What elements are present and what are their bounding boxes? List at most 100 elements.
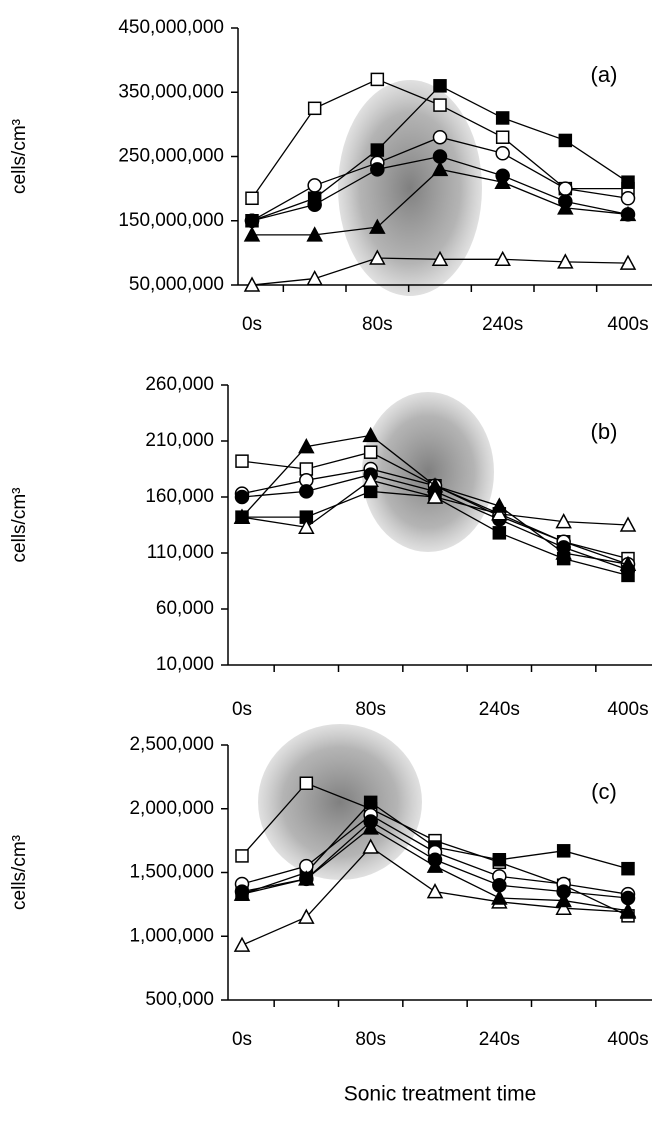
marker — [619, 902, 637, 918]
marker — [243, 276, 261, 292]
marker — [431, 160, 449, 177]
y-tick-label: 160,000 — [145, 486, 214, 507]
marker — [619, 555, 637, 571]
marker — [426, 857, 444, 873]
marker — [491, 505, 508, 521]
marker — [555, 513, 572, 529]
panel-label: (c) — [591, 779, 617, 804]
y-tick-label: 50,000,000 — [129, 274, 224, 295]
y-tick-label: 60,000 — [156, 598, 214, 619]
marker — [234, 489, 250, 505]
marker — [370, 162, 385, 177]
y-tick-label: 2,000,000 — [129, 798, 214, 819]
x-tick-label: 80s — [355, 699, 386, 720]
x-tick-label: 400s — [607, 314, 648, 335]
marker — [555, 899, 572, 915]
marker — [369, 218, 386, 234]
marker — [619, 516, 637, 532]
marker — [555, 544, 572, 560]
marker — [245, 191, 259, 206]
marker — [235, 454, 249, 468]
y-tick-label: 210,000 — [145, 430, 214, 451]
marker — [298, 870, 315, 886]
y-axis-label: cells/cm³ — [9, 835, 30, 910]
y-axis-label: cells/cm³ — [9, 119, 30, 194]
marker — [491, 497, 508, 513]
marker — [307, 197, 322, 212]
y-tick-label: 110,000 — [147, 542, 214, 563]
marker — [494, 250, 511, 267]
marker — [362, 471, 379, 487]
marker — [363, 484, 378, 499]
marker — [432, 129, 448, 145]
marker — [362, 426, 379, 443]
marker — [233, 936, 251, 952]
marker — [235, 849, 249, 863]
marker — [433, 98, 447, 112]
marker — [363, 795, 378, 810]
marker — [558, 181, 573, 196]
shaded-region — [258, 724, 422, 880]
marker — [621, 175, 635, 189]
y-axis-label: cells/cm³ — [9, 488, 30, 563]
marker — [619, 254, 637, 270]
marker — [362, 838, 379, 854]
marker — [298, 908, 315, 924]
marker — [433, 79, 447, 93]
marker — [307, 178, 322, 193]
marker — [233, 508, 251, 524]
marker — [495, 146, 510, 161]
marker — [558, 133, 573, 148]
marker — [556, 844, 571, 858]
marker — [491, 889, 508, 905]
y-tick-label: 150,000,000 — [118, 210, 224, 231]
marker — [299, 776, 314, 790]
marker — [426, 488, 444, 504]
marker — [306, 269, 323, 286]
marker — [362, 819, 379, 835]
y-tick-label: 250,000,000 — [118, 146, 224, 167]
marker — [299, 484, 314, 499]
marker — [244, 213, 260, 228]
marker — [369, 249, 386, 265]
panel-label: (a) — [591, 62, 618, 87]
marker — [363, 445, 378, 459]
x-tick-label: 240s — [479, 1029, 520, 1050]
marker — [495, 111, 510, 125]
x-tick-label: 400s — [607, 699, 648, 720]
marker — [494, 173, 511, 189]
marker — [492, 526, 507, 540]
marker — [557, 199, 574, 215]
y-tick-label: 10,000 — [156, 654, 214, 675]
marker — [426, 477, 444, 493]
panel-label: (b) — [591, 419, 618, 444]
x-tick-label: 400s — [607, 1029, 648, 1050]
x-tick-label: 0s — [232, 1029, 252, 1050]
marker — [307, 101, 322, 116]
x-tick-label: 80s — [362, 314, 393, 335]
marker — [426, 883, 444, 899]
marker — [298, 438, 315, 454]
x-tick-label: 0s — [232, 699, 252, 720]
y-tick-label: 450,000,000 — [118, 17, 224, 38]
marker — [620, 191, 636, 206]
marker — [557, 253, 574, 269]
marker — [492, 853, 507, 867]
marker — [555, 891, 572, 908]
marker — [621, 861, 635, 876]
marker — [233, 885, 251, 901]
marker — [619, 205, 637, 222]
x-tick-label: 240s — [482, 314, 523, 335]
x-axis-label: Sonic treatment time — [344, 1083, 537, 1106]
marker — [431, 250, 449, 267]
x-tick-label: 240s — [479, 699, 520, 720]
y-tick-label: 500,000 — [145, 989, 214, 1010]
marker — [495, 130, 510, 144]
x-tick-label: 0s — [242, 314, 262, 335]
marker — [370, 143, 385, 157]
y-tick-label: 1,500,000 — [129, 862, 214, 883]
x-tick-label: 80s — [355, 1029, 386, 1050]
marker — [306, 226, 323, 242]
